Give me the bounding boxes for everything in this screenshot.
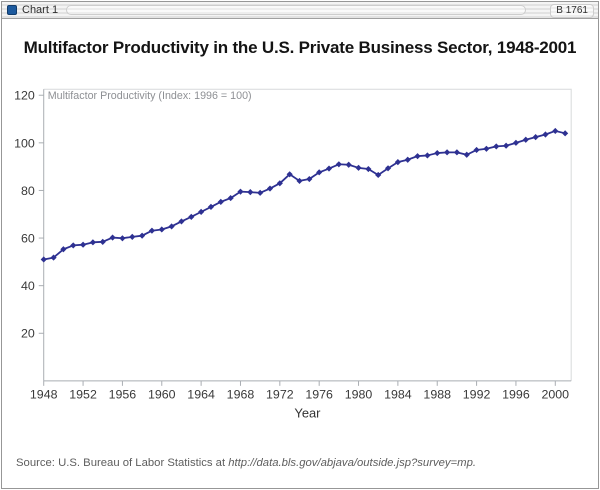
x-tick-label: 1968 [227, 388, 255, 402]
data-point [207, 203, 215, 210]
data-point [473, 146, 480, 154]
y-tick-label: 80 [21, 184, 35, 198]
data-point [257, 189, 264, 196]
data-point [286, 171, 293, 178]
data-point [109, 234, 116, 241]
chart-app-icon [7, 5, 17, 15]
data-point [503, 142, 510, 149]
y-tick-label: 120 [14, 89, 35, 103]
x-axis-title: Year [294, 406, 321, 421]
data-point [493, 143, 500, 150]
data-point [168, 223, 175, 230]
x-tick-label: 1980 [345, 388, 373, 402]
data-point [296, 177, 303, 185]
data-point [542, 131, 549, 138]
x-tick-label: 1992 [463, 388, 491, 402]
data-point [345, 161, 352, 168]
x-tick-label: 1956 [109, 388, 137, 402]
data-point [325, 165, 333, 172]
data-point [99, 238, 106, 245]
data-point [434, 150, 441, 157]
x-tick-label: 1960 [148, 388, 176, 402]
data-point [188, 213, 195, 220]
data-point [158, 226, 165, 233]
data-point [384, 165, 392, 172]
window-title: Chart 1 [22, 4, 59, 16]
source-text: Source: U.S. Bureau of Labor Statistics … [16, 457, 229, 469]
data-point [316, 169, 323, 176]
data-point [306, 175, 313, 183]
data-point [443, 149, 451, 156]
data-point [522, 136, 529, 143]
chart-inner-label: Multifactor Productivity (Index: 1996 = … [48, 90, 252, 102]
data-point [335, 161, 342, 168]
data-point [453, 149, 460, 156]
data-point [463, 151, 470, 158]
data-point [562, 130, 569, 137]
x-tick-label: 1948 [30, 388, 58, 402]
window-titlebar[interactable]: Chart 1 B 1761 [2, 2, 598, 19]
data-point [40, 256, 47, 263]
data-point [404, 156, 411, 163]
data-line [43, 130, 566, 261]
data-point [148, 227, 156, 234]
data-point [532, 134, 539, 141]
y-tick-label: 60 [21, 232, 35, 246]
x-tick-label: 1984 [384, 388, 412, 402]
data-point [414, 153, 421, 160]
data-point [227, 194, 234, 202]
x-tick-label: 1964 [187, 388, 215, 402]
data-point [79, 241, 87, 248]
x-tick-label: 1976 [305, 388, 333, 402]
data-point [247, 189, 254, 196]
x-tick-label: 1996 [502, 388, 530, 402]
data-point [198, 208, 205, 215]
data-point [552, 127, 559, 135]
data-point [266, 185, 274, 192]
source-note: Source: U.S. Bureau of Labor Statistics … [16, 457, 588, 469]
data-point [355, 164, 362, 171]
data-point [50, 254, 57, 261]
y-tick-label: 20 [21, 327, 35, 341]
data-point [394, 159, 401, 166]
data-point [365, 165, 372, 173]
data-point [512, 139, 520, 146]
data-point [139, 232, 146, 239]
x-tick-label: 1952 [69, 388, 97, 402]
data-point [178, 218, 185, 225]
titlebar-groove [66, 5, 526, 15]
x-tick-label: 1988 [423, 388, 451, 402]
y-tick-label: 100 [14, 136, 35, 150]
data-point [375, 171, 382, 179]
chart-title: Multifactor Productivity in the U.S. Pri… [23, 38, 577, 57]
data-point [237, 188, 244, 195]
data-point [89, 239, 96, 246]
data-point [70, 242, 77, 249]
data-point [483, 145, 490, 152]
x-tick-label: 1972 [266, 388, 294, 402]
source-url: http://data.bls.gov/abjava/outside.jsp?s… [228, 457, 476, 469]
data-point [276, 180, 283, 187]
data-point [217, 198, 224, 205]
data-point [119, 235, 126, 242]
data-point [129, 233, 136, 240]
data-point [60, 246, 67, 253]
y-tick-label: 40 [21, 279, 35, 293]
plot-frame [43, 88, 572, 381]
x-tick-label: 2000 [541, 388, 569, 402]
data-point [424, 152, 431, 159]
window-id-label: B 1761 [550, 4, 594, 18]
